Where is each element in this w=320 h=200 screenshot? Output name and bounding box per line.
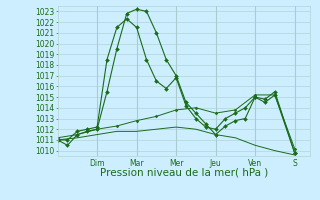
Text: Mer: Mer: [169, 159, 183, 168]
Text: Mar: Mar: [129, 159, 144, 168]
Text: Jeu: Jeu: [210, 159, 221, 168]
X-axis label: Pression niveau de la mer( hPa ): Pression niveau de la mer( hPa ): [100, 167, 268, 177]
Text: S: S: [292, 159, 297, 168]
Text: Dim: Dim: [89, 159, 105, 168]
Text: Ven: Ven: [248, 159, 262, 168]
